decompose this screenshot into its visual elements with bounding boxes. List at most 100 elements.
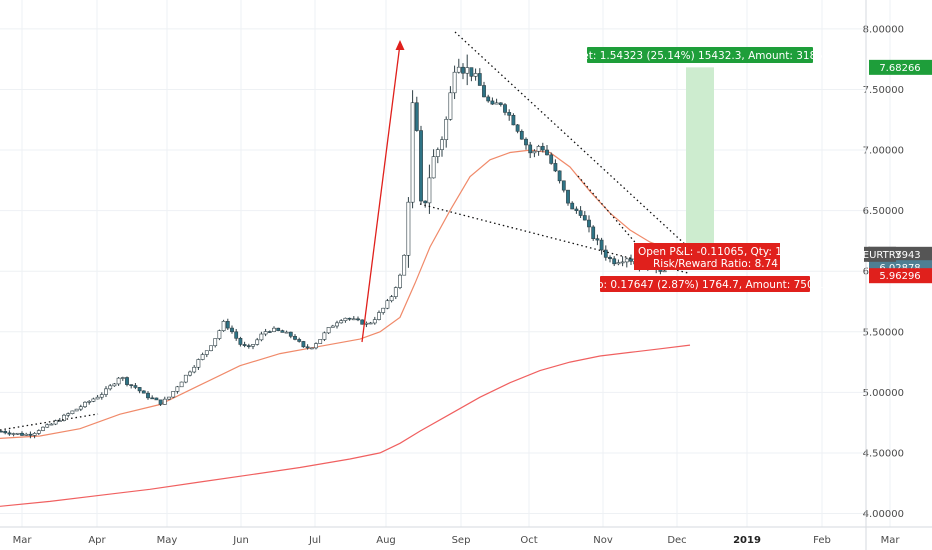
candle-body (276, 327, 281, 331)
candle-body (225, 321, 230, 329)
candle-body (45, 424, 50, 428)
candle-body (490, 100, 495, 105)
x-tick-label: Apr (88, 535, 106, 546)
candle-body (574, 208, 579, 211)
candle-body (448, 92, 453, 120)
candle-body (238, 338, 243, 345)
candle-body (200, 354, 205, 360)
open-pl-box (634, 243, 780, 270)
candle-body (242, 344, 247, 346)
candle-body (389, 296, 394, 302)
price-label-tail (864, 246, 870, 262)
candle-body (301, 341, 306, 348)
candle-body (87, 401, 92, 403)
candle-body (162, 398, 167, 405)
candle-body (309, 347, 314, 350)
candle-body (49, 423, 54, 426)
candle-body (288, 331, 293, 337)
candle-body (444, 119, 449, 140)
candle-body (461, 66, 465, 74)
candle-body (486, 96, 491, 102)
candle-body (540, 146, 545, 151)
candle-body (414, 102, 419, 131)
y-tick-label: 5.50000 (863, 327, 904, 338)
candle-body (104, 388, 108, 395)
candle-body (204, 350, 209, 355)
price-label-box (869, 59, 932, 75)
ma-slow-line (0, 344, 691, 507)
candle-body (330, 325, 335, 328)
x-tick-label: Aug (376, 535, 396, 546)
x-tick-label: Jul (308, 535, 321, 546)
candle-body (221, 321, 226, 331)
x-tick-label: Mar (13, 535, 33, 546)
candle-body (519, 131, 524, 140)
candle-body (36, 430, 41, 434)
candle-body (209, 345, 213, 352)
candle-body (603, 249, 608, 258)
y-tick-label: 4.00000 (863, 509, 904, 520)
candle-body (515, 124, 520, 132)
symbol-tag-box (868, 246, 896, 262)
candle-body (507, 112, 512, 116)
candle-body (456, 66, 461, 73)
candle-body (0, 430, 3, 433)
x-tick-label: Oct (520, 535, 537, 546)
candle-body (629, 258, 633, 262)
candle-body (91, 398, 96, 402)
arrow-line (361, 43, 401, 343)
candle-body (125, 377, 129, 385)
candle-body (24, 433, 29, 436)
candle-body (120, 377, 125, 379)
candle-body (167, 396, 171, 400)
price-label: 7.68266 (879, 63, 920, 74)
candle-body (259, 333, 264, 341)
candle-body (20, 432, 24, 436)
candle-body (524, 138, 528, 146)
y-tick-label: 4.50000 (863, 448, 904, 459)
candle-body (95, 396, 100, 400)
symbol-tag: EURTRY (863, 250, 902, 261)
candle-body (112, 383, 117, 387)
candle-body (662, 270, 667, 273)
candle-body (175, 386, 180, 392)
candle-body (179, 381, 184, 388)
candle-body (70, 410, 75, 414)
candle-body (385, 300, 390, 309)
candle-body (427, 177, 432, 204)
candle-body (293, 336, 297, 340)
candle-body (53, 420, 58, 425)
candles (0, 54, 667, 439)
candle-body (339, 320, 344, 324)
candle-body (381, 307, 386, 313)
candle-body (452, 71, 457, 94)
candle-body (423, 200, 428, 204)
candle-body (15, 432, 20, 435)
target-label: Target: 1.54323 (25.14%) 15432.3, Amount… (559, 50, 839, 62)
candle-body (536, 146, 541, 152)
candle-body (360, 319, 365, 325)
candle-body (188, 371, 192, 376)
arrow-head (395, 40, 405, 50)
candle-body (582, 215, 587, 221)
candle-body (570, 202, 575, 210)
candle-body (158, 399, 163, 405)
candle-body (494, 102, 499, 105)
candle-body (545, 149, 549, 156)
candle-body (141, 390, 146, 394)
grid (0, 0, 891, 527)
candle-body (255, 339, 260, 345)
candle-body (473, 73, 478, 77)
candle-body (116, 377, 121, 385)
x-tick-label: Sep (452, 535, 471, 546)
candle-body (406, 201, 411, 256)
candle-body (150, 397, 155, 400)
open-pl-label: Open P&L: -0.11065, Qty: 1416 (638, 246, 802, 258)
candle-body (183, 374, 188, 383)
candle-body (297, 339, 302, 342)
candle-body (616, 262, 621, 265)
candle-body (469, 67, 474, 77)
candle-body (62, 414, 66, 421)
candle-body (57, 420, 62, 422)
